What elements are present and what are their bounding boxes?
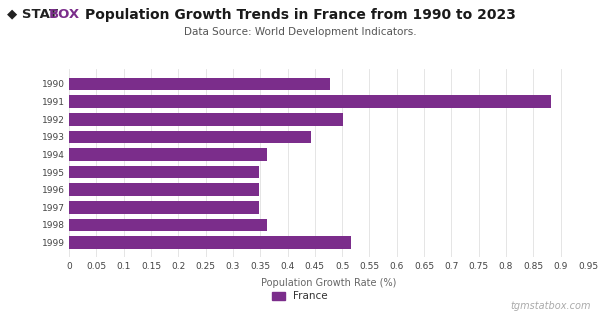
Bar [69, 166, 259, 178]
Text: ◆ STAT: ◆ STAT [7, 8, 58, 21]
Legend: France: France [268, 287, 332, 306]
Text: tgmstatbox.com: tgmstatbox.com [511, 301, 591, 311]
Bar [69, 183, 259, 196]
Bar [69, 131, 311, 143]
Bar [69, 95, 551, 108]
Text: Data Source: World Development Indicators.: Data Source: World Development Indicator… [184, 27, 416, 37]
Bar [69, 113, 343, 126]
X-axis label: Population Growth Rate (%): Population Growth Rate (%) [261, 278, 396, 288]
Text: BOX: BOX [49, 8, 80, 21]
Bar [69, 201, 259, 214]
Bar [69, 78, 330, 90]
Bar [69, 236, 351, 249]
Bar [69, 148, 268, 161]
Text: Population Growth Trends in France from 1990 to 2023: Population Growth Trends in France from … [85, 8, 515, 22]
Bar [69, 219, 268, 231]
